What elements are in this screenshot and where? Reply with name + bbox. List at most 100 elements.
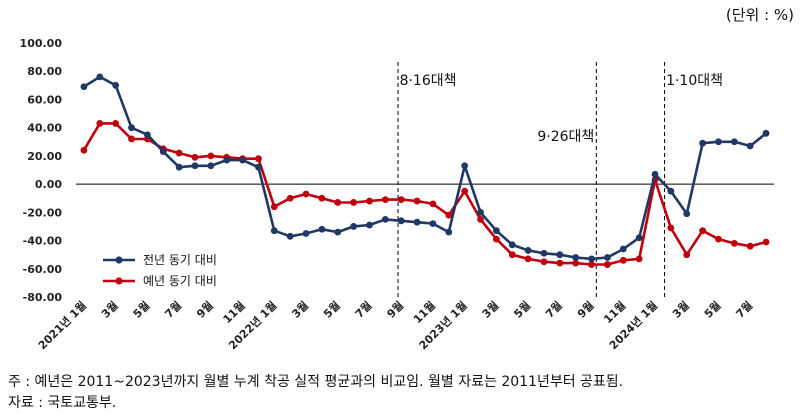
x-tick-label: 2021년 1월 [35, 298, 89, 352]
data-point [286, 194, 294, 202]
data-point [477, 215, 484, 223]
data-point [699, 227, 707, 235]
data-point [540, 249, 548, 257]
x-tick-label: 11월 [220, 298, 248, 326]
data-point [683, 251, 691, 259]
data-point [492, 227, 500, 235]
data-point [762, 129, 770, 137]
data-point [318, 225, 326, 233]
data-point [635, 234, 643, 242]
data-point [191, 153, 199, 161]
data-point [397, 217, 405, 225]
data-point [556, 259, 564, 267]
unit-label: (단위 : %) [725, 6, 794, 24]
series-group [80, 73, 770, 268]
data-point [604, 254, 611, 261]
data-point [143, 131, 151, 139]
data-point [334, 199, 342, 206]
chart-source: 자료 : 국토교통부. [8, 395, 117, 411]
x-tick-label: 11월 [410, 298, 438, 326]
data-point [667, 224, 675, 232]
data-point [461, 187, 469, 195]
x-tick-label: 5월 [320, 298, 342, 320]
data-point [96, 73, 104, 81]
data-point [699, 139, 707, 147]
data-point [604, 261, 611, 268]
data-point [286, 232, 294, 240]
y-axis-labels: 100.00 80.00 60.00 40.00 20.00 0.00 -20.00 -40.… [20, 37, 63, 304]
data-point [508, 251, 516, 259]
data-point [334, 228, 342, 236]
data-point [524, 247, 532, 254]
data-point [350, 199, 358, 206]
x-tick-label: 3월 [289, 298, 311, 320]
legend-label: 전년 동기 대비 [143, 253, 217, 267]
data-point [715, 138, 722, 146]
data-point [730, 138, 738, 146]
y-tick-label: 60.00 [27, 93, 62, 106]
data-point [588, 255, 595, 263]
x-tick-label: 5월 [701, 298, 723, 320]
data-point [619, 245, 627, 253]
y-tick-label: 80.00 [27, 65, 62, 78]
data-point [619, 256, 627, 264]
x-tick-label: 11월 [601, 298, 629, 326]
data-point [270, 227, 278, 235]
data-point [413, 218, 421, 226]
data-point [572, 259, 580, 267]
data-point [746, 242, 754, 250]
x-tick-label: 3월 [98, 298, 120, 320]
y-tick-label: -60.00 [23, 263, 63, 276]
x-tick-label: 7월 [352, 298, 374, 320]
x-tick-label: 3월 [669, 298, 691, 320]
line-chart: 100.00 80.00 60.00 40.00 20.00 0.00 -20.00 -40.… [20, 37, 774, 352]
y-tick-label: -20.00 [23, 206, 63, 219]
x-tick-label: 7월 [733, 298, 755, 320]
data-point [175, 163, 183, 171]
x-tick-label: 9월 [574, 298, 596, 320]
data-point [128, 124, 135, 132]
annotation-label: 1·10대책 [666, 73, 723, 89]
data-point [397, 196, 405, 204]
data-point [350, 223, 358, 230]
data-point [667, 187, 675, 195]
data-point [572, 254, 580, 261]
data-point [270, 203, 278, 211]
data-point [762, 238, 770, 246]
data-point [381, 196, 389, 204]
data-point [588, 261, 595, 268]
data-point [96, 120, 104, 127]
annotation-label: 9·26대책 [537, 129, 594, 145]
data-point [191, 162, 199, 170]
data-point [746, 142, 754, 150]
y-tick-label: -40.00 [23, 235, 63, 248]
data-point [207, 162, 215, 170]
x-tick-label: 5월 [511, 298, 533, 320]
data-point [715, 235, 722, 243]
data-point [128, 135, 135, 143]
data-point [508, 241, 516, 249]
data-point [445, 228, 453, 236]
data-point [239, 156, 246, 164]
data-point [318, 194, 326, 202]
data-point [540, 258, 548, 266]
data-point [255, 163, 262, 171]
data-point [683, 210, 691, 218]
x-tick-label: 7월 [542, 298, 564, 320]
data-point [445, 211, 453, 219]
data-point [175, 149, 183, 157]
data-point [302, 230, 310, 237]
series-line [83, 75, 767, 261]
data-point [556, 251, 564, 259]
y-tick-label: -80.00 [23, 291, 63, 304]
data-point [80, 83, 88, 91]
x-tick-label: 9월 [384, 298, 406, 320]
data-point [524, 255, 532, 263]
x-tick-label: 9월 [193, 298, 215, 320]
legend-label: 예년 동기 대비 [143, 274, 217, 288]
data-point [429, 200, 437, 208]
data-point [413, 197, 421, 205]
series-line [82, 122, 767, 266]
